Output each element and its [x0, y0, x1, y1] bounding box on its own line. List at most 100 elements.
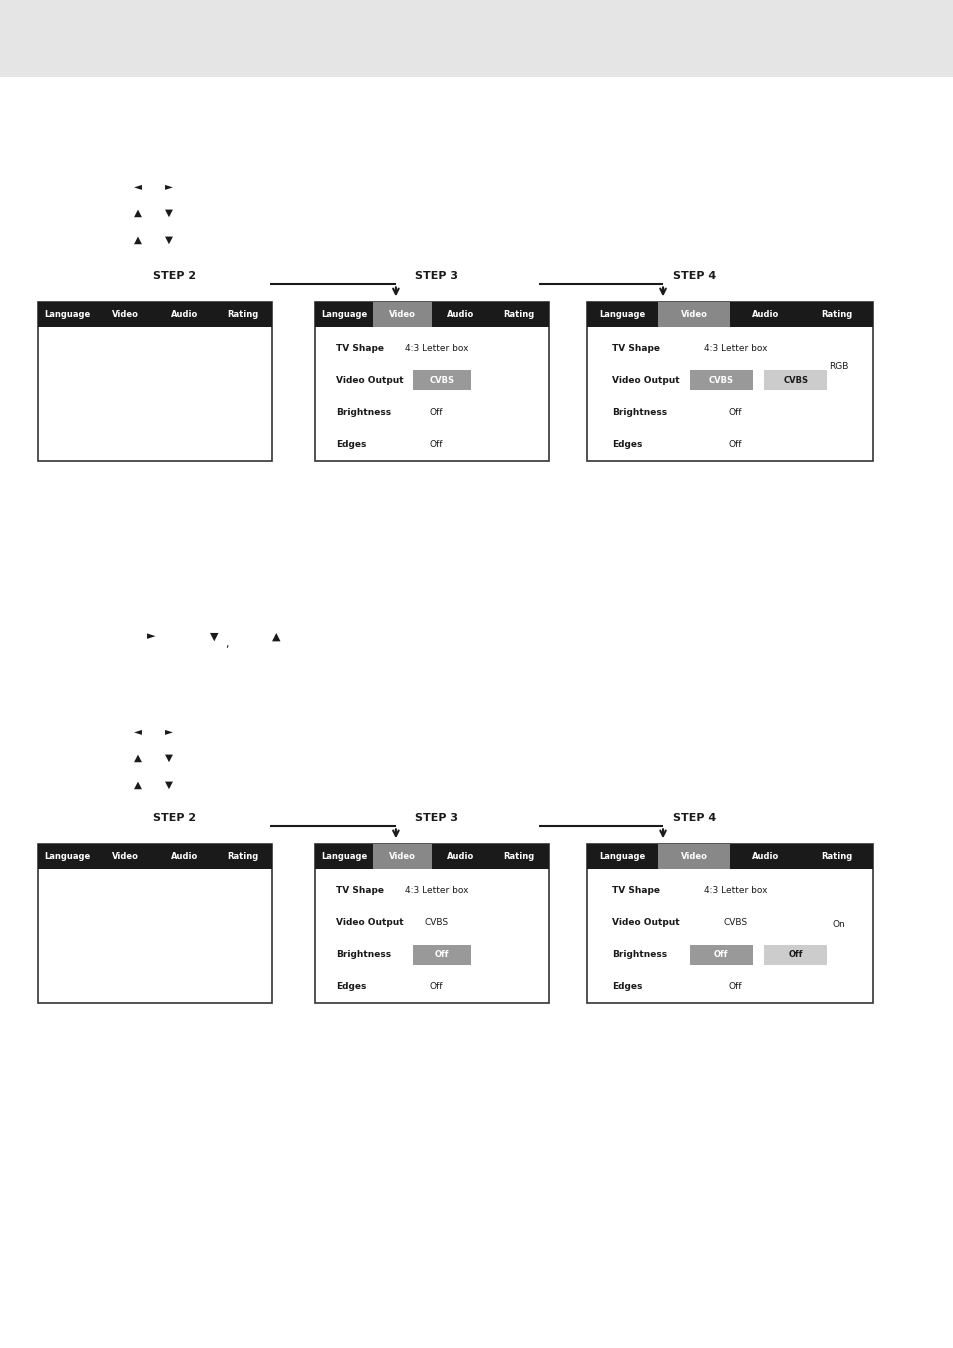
Text: ◄: ◄	[134, 725, 142, 736]
Text: Audio: Audio	[171, 310, 197, 318]
Text: Rating: Rating	[227, 310, 258, 318]
Text: TV Shape: TV Shape	[335, 886, 383, 895]
Bar	[154, 302, 213, 326]
Text: Edges: Edges	[612, 441, 642, 449]
Text: Audio: Audio	[171, 852, 197, 860]
Text: Off: Off	[728, 441, 741, 449]
Text: ►: ►	[165, 725, 172, 736]
Text: ▼: ▼	[211, 631, 218, 642]
Text: Audio: Audio	[751, 852, 779, 860]
Text: Video: Video	[112, 852, 139, 860]
Text: Brightness: Brightness	[335, 408, 391, 417]
Text: Edges: Edges	[612, 983, 642, 991]
Bar	[431, 302, 490, 326]
Text: ◄: ◄	[134, 181, 142, 191]
Text: CVBS: CVBS	[424, 918, 448, 927]
Text: Rating: Rating	[503, 852, 535, 860]
Text: Language: Language	[320, 852, 367, 860]
Text: Off: Off	[713, 950, 728, 958]
Text: Video: Video	[679, 852, 707, 860]
Bar	[490, 844, 548, 868]
Text: Video: Video	[389, 852, 416, 860]
Bar	[763, 371, 826, 391]
Bar	[413, 945, 471, 965]
Text: ▼: ▼	[165, 235, 172, 245]
Text: STEP 4: STEP 4	[672, 813, 715, 824]
Bar	[96, 844, 154, 868]
Text: STEP 3: STEP 3	[415, 813, 457, 824]
Text: TV Shape: TV Shape	[612, 886, 659, 895]
Text: Rating: Rating	[821, 852, 852, 860]
Text: Off: Off	[429, 983, 442, 991]
Bar	[38, 302, 96, 326]
Text: ►: ►	[147, 631, 154, 642]
Text: Video: Video	[389, 310, 416, 318]
Text: STEP 2: STEP 2	[152, 813, 195, 824]
Text: Rating: Rating	[227, 852, 258, 860]
Text: Audio: Audio	[447, 852, 474, 860]
Text: ▼: ▼	[165, 752, 172, 763]
Text: CVBS: CVBS	[782, 376, 807, 386]
Bar	[801, 302, 872, 326]
Text: Off: Off	[435, 950, 449, 958]
Text: Video Output: Video Output	[335, 376, 403, 386]
Text: 4:3 Letter box: 4:3 Letter box	[404, 886, 468, 895]
Text: 4:3 Letter box: 4:3 Letter box	[703, 886, 766, 895]
Text: Rating: Rating	[821, 310, 852, 318]
Bar	[801, 844, 872, 868]
Bar	[729, 302, 801, 326]
FancyBboxPatch shape	[314, 844, 548, 1003]
Text: RGB: RGB	[828, 361, 847, 371]
Bar	[431, 844, 490, 868]
Text: Video: Video	[112, 310, 139, 318]
FancyBboxPatch shape	[586, 844, 872, 1003]
Text: 4:3 Letter box: 4:3 Letter box	[703, 344, 766, 353]
Text: CVBS: CVBS	[708, 376, 733, 386]
Bar	[213, 302, 272, 326]
Text: ►: ►	[165, 181, 172, 191]
Text: Edges: Edges	[335, 983, 366, 991]
Text: ▼: ▼	[165, 779, 172, 790]
Text: Off: Off	[728, 983, 741, 991]
Text: TV Shape: TV Shape	[335, 344, 383, 353]
FancyBboxPatch shape	[314, 302, 548, 461]
Text: Audio: Audio	[751, 310, 779, 318]
Bar	[373, 844, 431, 868]
Bar	[763, 945, 826, 965]
Bar	[0, 0, 953, 77]
Text: Video Output: Video Output	[612, 376, 679, 386]
Text: STEP 2: STEP 2	[152, 271, 195, 282]
Text: Language: Language	[598, 310, 645, 318]
Text: On: On	[831, 921, 844, 930]
Bar	[689, 945, 752, 965]
Bar	[586, 844, 658, 868]
Text: ▼: ▼	[165, 208, 172, 218]
Text: CVBS: CVBS	[722, 918, 747, 927]
Text: Language: Language	[44, 310, 91, 318]
Text: Language: Language	[320, 310, 367, 318]
Bar	[490, 302, 548, 326]
Text: Edges: Edges	[335, 441, 366, 449]
Text: 4:3 Letter box: 4:3 Letter box	[404, 344, 468, 353]
Text: Off: Off	[429, 441, 442, 449]
Text: Brightness: Brightness	[335, 950, 391, 958]
Bar	[586, 302, 658, 326]
Text: Language: Language	[44, 852, 91, 860]
Text: Off: Off	[429, 408, 442, 417]
FancyBboxPatch shape	[38, 302, 272, 461]
Text: Video Output: Video Output	[335, 918, 403, 927]
Text: CVBS: CVBS	[429, 376, 455, 386]
Text: ▲: ▲	[273, 631, 280, 642]
Text: Video Output: Video Output	[612, 918, 679, 927]
Text: STEP 4: STEP 4	[672, 271, 715, 282]
Bar	[729, 844, 801, 868]
Bar	[658, 302, 729, 326]
Text: Rating: Rating	[503, 310, 535, 318]
Bar	[154, 844, 213, 868]
Text: STEP 3: STEP 3	[415, 271, 457, 282]
Text: ,: ,	[225, 639, 229, 650]
Bar	[213, 844, 272, 868]
Text: Off: Off	[787, 950, 802, 958]
Text: ▲: ▲	[134, 235, 142, 245]
Bar	[314, 302, 373, 326]
